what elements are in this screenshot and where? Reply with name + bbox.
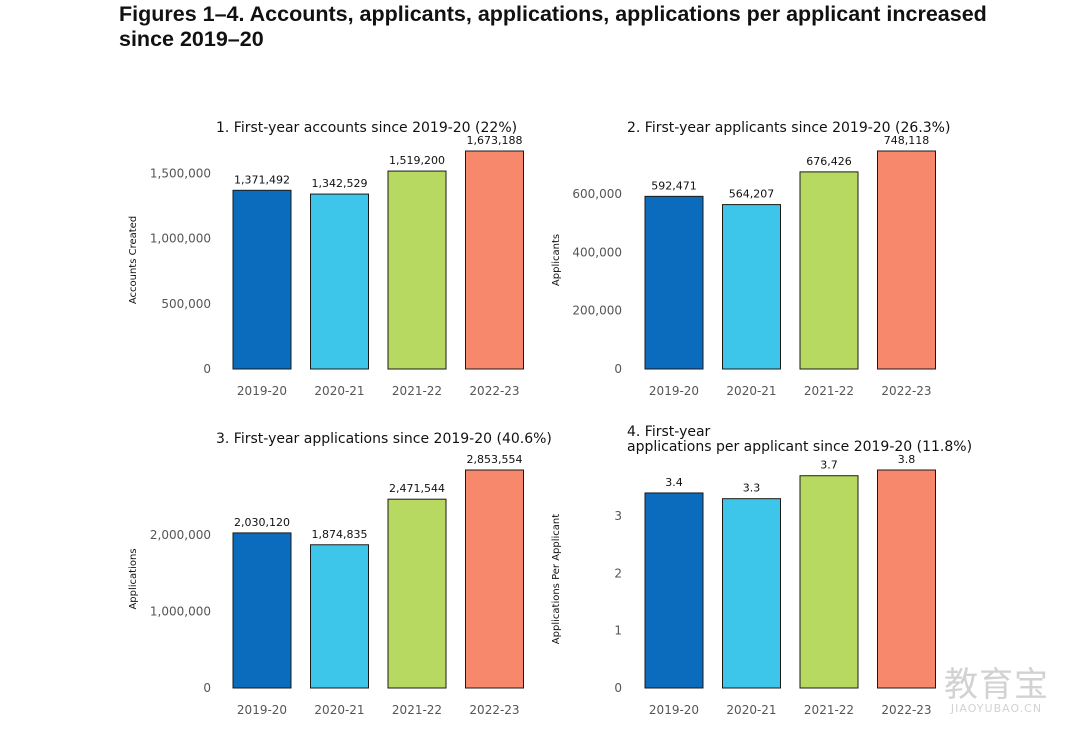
data-label: 2,030,120 (234, 516, 290, 529)
y-tick-label: 1 (614, 624, 622, 638)
bar-2020-21 (310, 544, 369, 689)
y-tick-label: 200,000 (572, 304, 622, 318)
y-tick-label: 1,000,000 (150, 232, 211, 246)
data-label: 748,118 (884, 134, 930, 147)
y-tick-label: 1,000,000 (150, 605, 211, 619)
bar-2022-23 (465, 469, 524, 689)
x-tick-label: 2022-23 (469, 384, 519, 398)
data-label: 676,426 (806, 155, 852, 168)
bar-2020-21 (310, 193, 369, 370)
x-tick-label: 2021-22 (804, 703, 854, 717)
bar-2020-21 (722, 498, 781, 689)
bar-2021-22 (387, 498, 447, 689)
y-tick-label: 0 (203, 681, 211, 695)
data-label: 1,519,200 (389, 154, 445, 167)
y-tick-label: 3 (614, 509, 622, 523)
x-tick-label: 2020-21 (726, 703, 776, 717)
y-tick-label: 0 (203, 362, 211, 376)
x-tick-label: 2020-21 (314, 703, 364, 717)
y-tick-label: 2 (614, 566, 622, 580)
data-label: 564,207 (729, 188, 775, 201)
data-label: 1,342,529 (312, 177, 368, 190)
x-tick-label: 2021-22 (392, 384, 442, 398)
data-label: 3.7 (820, 459, 838, 472)
data-label: 2,471,544 (389, 482, 445, 495)
y-tick-label: 500,000 (161, 297, 211, 311)
watermark-logo: 教育宝 JIAOYUBAO.CN (944, 668, 1049, 715)
data-label: 1,874,835 (312, 528, 368, 541)
data-label: 3.8 (898, 453, 916, 466)
panel-title: 1. First-year accounts since 2019-20 (22… (216, 120, 517, 136)
y-axis-label: Applicants (551, 234, 562, 286)
x-tick-label: 2022-23 (881, 384, 931, 398)
y-tick-label: 1,500,000 (150, 167, 211, 181)
x-tick-label: 2021-22 (804, 384, 854, 398)
panel-title: 3. First-year applications since 2019-20… (216, 431, 552, 447)
bar-2022-23 (877, 150, 936, 370)
y-tick-label: 0 (614, 362, 622, 376)
x-tick-label: 2020-21 (314, 384, 364, 398)
bar-2020-21 (722, 204, 781, 370)
bar-2021-22 (799, 171, 859, 370)
x-tick-label: 2019-20 (649, 384, 699, 398)
bar-2022-23 (877, 469, 936, 689)
x-tick-label: 2020-21 (726, 384, 776, 398)
data-label: 3.3 (743, 482, 761, 495)
bar-2022-23 (465, 150, 524, 370)
panel-title: 2. First-year applicants since 2019-20 (… (627, 120, 950, 136)
x-tick-label: 2019-20 (649, 703, 699, 717)
bar-2019-20 (232, 189, 292, 370)
bar-2021-22 (387, 170, 447, 370)
data-label: 2,853,554 (467, 453, 523, 466)
panel-title: applications per applicant since 2019-20… (627, 439, 972, 455)
watermark-cn: 教育宝 (944, 665, 1049, 705)
x-tick-label: 2019-20 (237, 703, 287, 717)
y-tick-label: 400,000 (572, 245, 622, 259)
y-tick-label: 2,000,000 (150, 528, 211, 542)
bar-2019-20 (644, 195, 704, 370)
bar-2021-22 (799, 475, 859, 689)
x-tick-label: 2019-20 (237, 384, 287, 398)
x-tick-label: 2021-22 (392, 703, 442, 717)
y-tick-label: 0 (614, 681, 622, 695)
bar-2019-20 (232, 532, 292, 689)
y-axis-label: Accounts Created (128, 216, 139, 304)
bar-2019-20 (644, 492, 704, 689)
y-axis-label: Applications (128, 548, 139, 609)
data-label: 3.4 (665, 476, 683, 489)
x-tick-label: 2022-23 (881, 703, 931, 717)
y-tick-label: 600,000 (572, 187, 622, 201)
watermark-en: JIAOYUBAO.CN (950, 702, 1043, 715)
x-tick-label: 2022-23 (469, 703, 519, 717)
data-label: 1,371,492 (234, 173, 290, 186)
panel-title: 4. First-year (627, 424, 711, 440)
figure-title: Figures 1–4. Accounts, applicants, appli… (119, 2, 987, 51)
data-label: 592,471 (651, 179, 697, 192)
data-label: 1,673,188 (467, 134, 523, 147)
y-axis-label: Applications Per Applicant (551, 514, 562, 644)
